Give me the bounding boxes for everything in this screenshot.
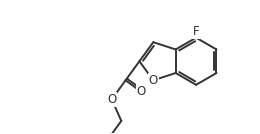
Text: O: O [136,85,146,98]
Text: O: O [149,74,158,87]
Text: O: O [107,93,116,106]
Text: F: F [193,25,199,38]
